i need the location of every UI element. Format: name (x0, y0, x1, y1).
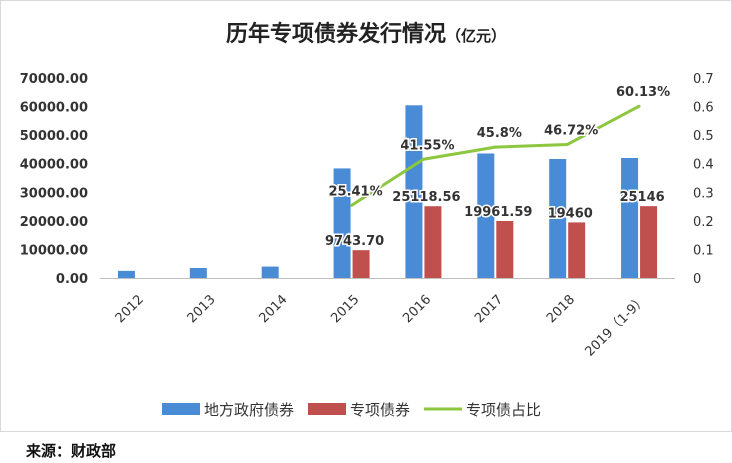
y-left-tick-label: 70000.00 (20, 72, 88, 87)
bar-local-gov-bonds (405, 105, 423, 279)
legend-label: 专项债券 (350, 401, 410, 419)
y-right-tick-label: 0.7 (693, 72, 714, 87)
y-right-tick-label: 0.3 (693, 186, 714, 201)
special-bond-data-label: 19961.59 (464, 205, 532, 220)
legend-swatch (162, 403, 200, 415)
y-right-tick-label: 0.6 (693, 101, 714, 116)
chart-title: 历年专项债券发行情况（亿元） (0, 16, 732, 48)
share-data-label: 25.41% (328, 184, 382, 199)
share-line-point (493, 145, 497, 149)
y-left-tick-label: 50000.00 (20, 129, 88, 144)
chart-frame (0, 0, 732, 432)
y-left-tick-label: 20000.00 (20, 215, 88, 230)
x-tick-label: 2013 (185, 292, 219, 326)
x-tick-label: 2014 (257, 292, 291, 326)
chart-title-text: 历年专项债券发行情况 (225, 21, 446, 47)
y-left-tick-label: 30000.00 (20, 186, 88, 201)
bar-special-bonds (568, 222, 586, 278)
x-tick-label: 2016 (400, 292, 434, 326)
legend-swatch (308, 403, 346, 415)
legend-label: 专项债占比 (466, 401, 541, 419)
bar-local-gov-bonds (261, 266, 279, 278)
bar-local-gov-bonds (549, 159, 567, 278)
bar-local-gov-bonds (621, 158, 639, 278)
y-right-tick-label: 0.5 (693, 129, 714, 144)
bar-special-bonds (424, 206, 442, 278)
bar-local-gov-bonds (477, 153, 495, 278)
y-right-tick-label: 0 (693, 272, 701, 287)
y-right-tick-label: 0.4 (693, 158, 714, 173)
chart-svg: 0.00 10000.00 20000.00 30000.00 40000.00 5000… (20, 72, 714, 419)
x-tick-label: 2015 (328, 292, 362, 326)
special-bond-data-label: 25118.56 (392, 190, 460, 205)
special-bond-data-label: 9743.70 (325, 234, 384, 249)
x-tick-label: 2012 (113, 292, 147, 326)
y-left-tick-label: 0.00 (56, 272, 88, 287)
legend-label: 地方政府债券 (204, 401, 294, 419)
special-bond-data-label: 19460 (548, 206, 593, 221)
y-left-tick-label: 60000.00 (20, 101, 88, 116)
share-line-point (637, 104, 641, 108)
x-tick-label: 2017 (472, 292, 506, 326)
special-bond-data-label: 25146 (619, 190, 664, 205)
y-right-tick-label: 0.2 (693, 215, 714, 230)
x-tick-label: 2019（1-9） (582, 292, 649, 359)
bar-special-bonds (352, 250, 370, 278)
bar-special-bonds (640, 206, 658, 278)
bar-local-gov-bonds (189, 268, 207, 278)
share-line-point (565, 143, 569, 147)
share-data-label: 41.55% (400, 138, 454, 153)
share-data-label: 46.72% (544, 124, 598, 139)
y-left-tick-label: 10000.00 (20, 243, 88, 258)
x-tick-label: 2018 (544, 292, 578, 326)
y-right-tick-label: 0.1 (693, 243, 714, 258)
bar-local-gov-bonds (117, 270, 135, 278)
share-line-point (421, 157, 425, 161)
share-line-point (350, 203, 354, 207)
share-data-label: 45.8% (477, 126, 522, 141)
source-note: 来源：财政部 (26, 442, 117, 460)
bar-special-bonds (496, 220, 514, 278)
y-left-tick-label: 40000.00 (20, 158, 88, 173)
share-data-label: 60.13% (616, 85, 670, 100)
chart-title-unit: （亿元） (446, 27, 507, 45)
bar-local-gov-bonds (333, 168, 351, 278)
